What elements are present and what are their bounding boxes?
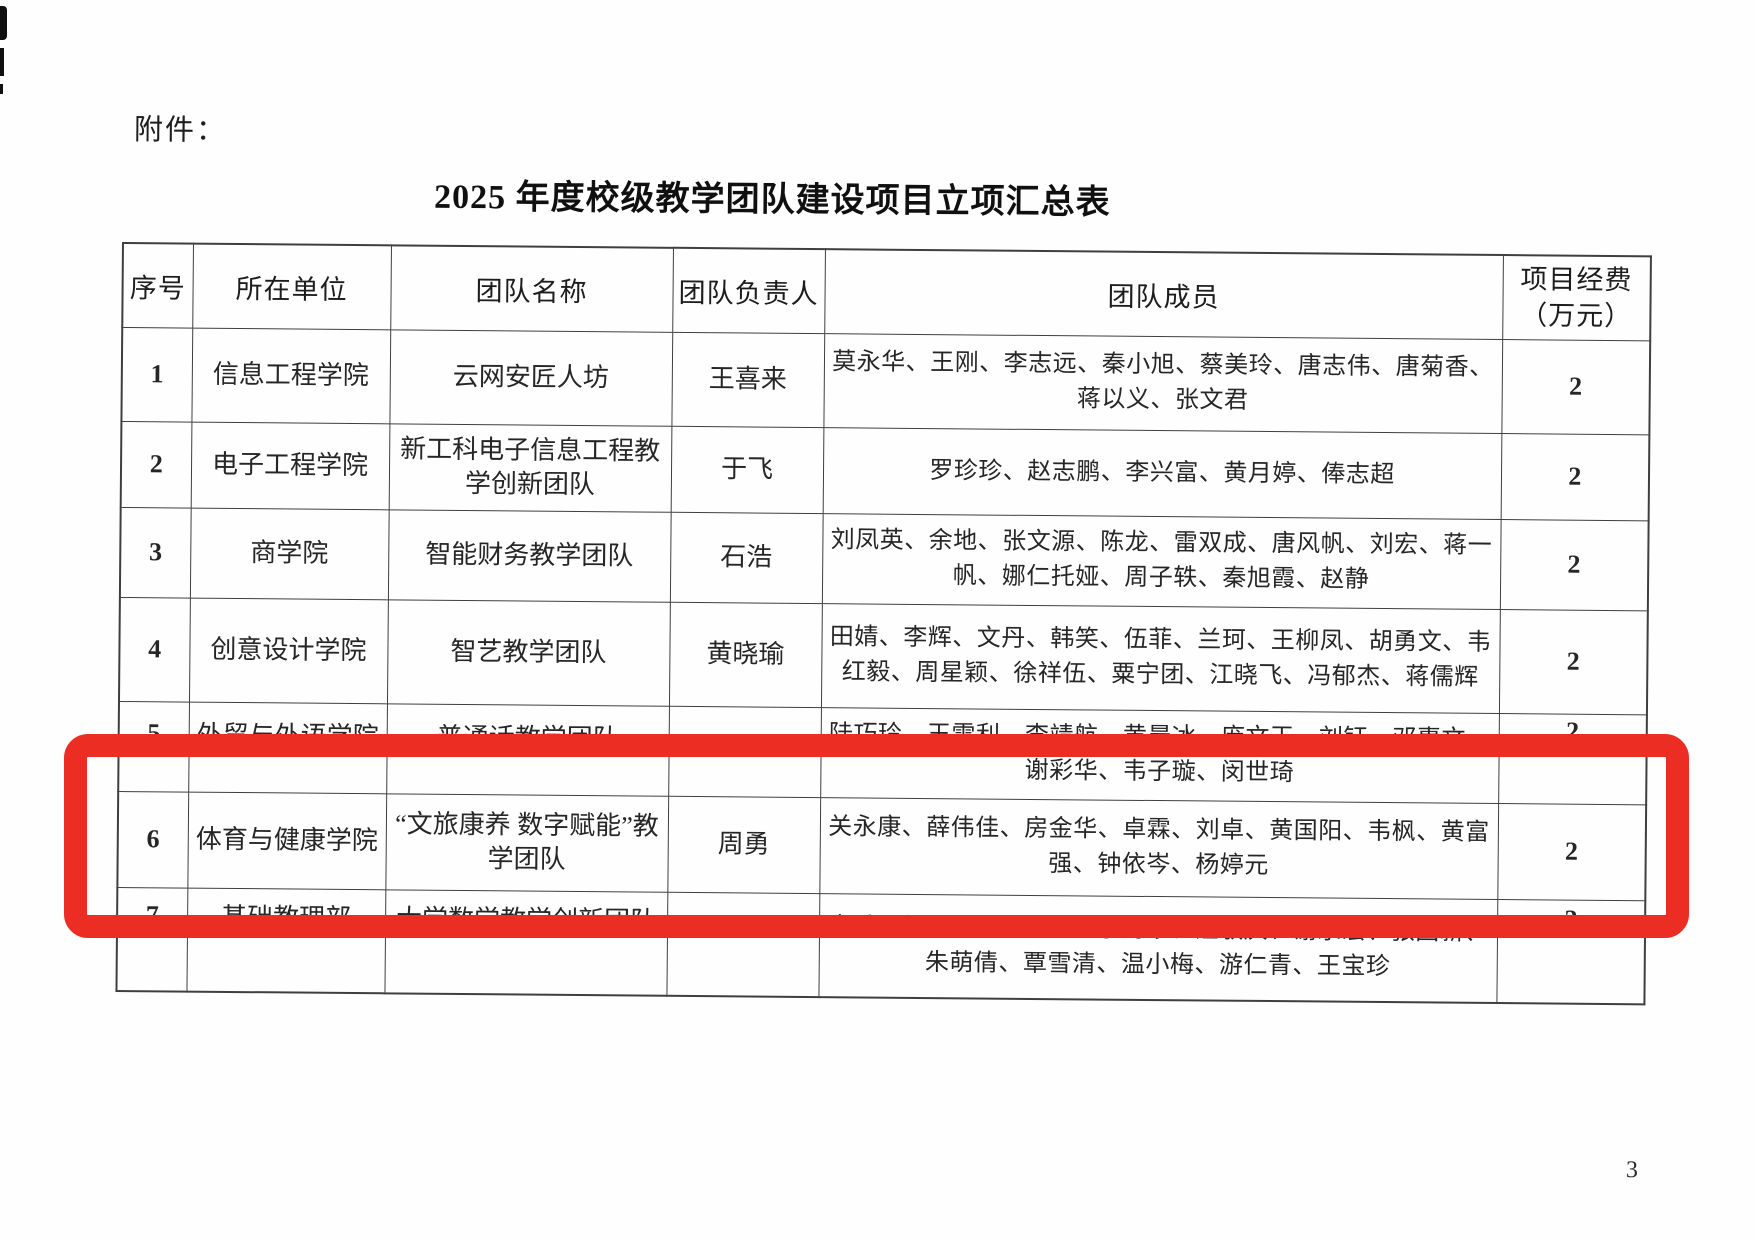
row3-team: 智能财务教学团队 — [425, 539, 634, 571]
row3-members: 刘凤英、余地、张文源、陈龙、雷双成、唐风帆、刘宏、蒋一帆、娜仁托娅、周子轶、秦旭… — [830, 527, 1493, 593]
row5-leader — [669, 751, 820, 752]
row1-team: 云网安匠人坊 — [452, 361, 609, 393]
table-row: 1 信息工程学院 云网安匠人坊 王喜来 莫永华、王刚、李志远、秦小旭、蔡美玲、唐… — [121, 327, 1651, 435]
header-funding: 项目经费 （万元） — [1502, 255, 1651, 341]
row5-members: 陆巧玲、王雪利、李靖航、黄晨冰、庞文玉、刘钰、邓惠文、谢彩华、韦子璇、闵世琦 — [828, 721, 1491, 787]
row5-team: 普通话教学团队 — [436, 722, 619, 753]
header-team: 团队名称 — [390, 245, 673, 332]
table-row: 2 电子工程学院 新工科电子信息工程教学创新团队 于飞 罗珍珍、赵志鹏、李兴富、… — [120, 421, 1650, 521]
document-title: 2025 年度校级教学团队建设项目立项汇总表 — [433, 178, 1111, 222]
row6-team: “文旅康养 数字赋能”教学团队 — [395, 809, 659, 874]
table-row: 7 基础教理部 大学数学教学创新团队 廖秀、刘映伶、舒棠江、李海珍、汪敏庆、谢永… — [116, 886, 1646, 1005]
row3-unit: 商学院 — [250, 538, 329, 568]
attachment-label: 附件： — [133, 114, 228, 147]
table-row: 4 创意设计学院 智艺教学团队 黄晓瑜 田婧、李辉、文丹、韩笑、伍菲、兰珂、王柳… — [118, 596, 1648, 715]
row7-leader — [667, 944, 818, 945]
header-unit: 所在单位 — [192, 243, 391, 330]
page-number: 3 — [1625, 1157, 1639, 1184]
row7-team: 大学数学教学创新团队 — [395, 903, 657, 936]
table-row: 5 外贸与外语学院 普通话教学团队 陆巧玲、王雪利、李靖航、黄晨冰、庞文玉、刘钰… — [118, 700, 1647, 805]
header-index: 序号 — [122, 243, 193, 328]
row1-index: 1 — [150, 359, 164, 389]
header-funding-line2: （万元） — [1520, 300, 1633, 332]
scan-artifact — [0, 48, 4, 76]
row6-index: 6 — [146, 824, 160, 854]
row1-unit: 信息工程学院 — [212, 359, 369, 391]
row2-leader: 于飞 — [720, 454, 774, 484]
row7-unit: 基础教理部 — [220, 902, 352, 933]
row7-index: 7 — [145, 899, 160, 929]
header-members: 团队成员 — [824, 249, 1503, 340]
row5-funding: 2 — [1565, 716, 1580, 746]
row5-unit: 外贸与外语学院 — [196, 720, 379, 751]
row4-unit: 创意设计学院 — [210, 634, 367, 666]
row2-funding: 2 — [1568, 461, 1582, 491]
summary-table: 序号 所在单位 团队名称 团队负责人 团队成员 项目经费 （万元） 1 信息工程… — [115, 242, 1652, 1006]
row4-leader: 黄晓瑜 — [706, 639, 785, 669]
scan-artifact — [0, 84, 3, 94]
table-header-row: 序号 所在单位 团队名称 团队负责人 团队成员 项目经费 （万元） — [122, 243, 1651, 341]
row4-index: 4 — [148, 634, 162, 664]
row2-members: 罗珍珍、赵志鹏、李兴富、黄月婷、俸志超 — [929, 457, 1395, 488]
row6-unit: 体育与健康学院 — [195, 824, 378, 856]
row6-leader: 周勇 — [717, 829, 770, 859]
table-row-highlighted: 6 体育与健康学院 “文旅康养 数字赋能”教学团队 周勇 关永康、薛伟佳、房金华… — [117, 790, 1647, 901]
row2-team: 新工科电子信息工程教学创新团队 — [400, 434, 661, 500]
header-funding-line1: 项目经费 — [1520, 264, 1633, 296]
header-leader: 团队负责人 — [672, 247, 825, 334]
row1-leader: 王喜来 — [708, 364, 787, 394]
row7-members: 廖秀、刘映伶、舒棠江、李海珍、汪敏庆、谢永宏、张国新、朱萌倩、覃雪清、温小梅、游… — [827, 913, 1489, 980]
row4-members: 田婧、李辉、文丹、韩笑、伍菲、兰珂、王柳凤、胡勇文、韦红毅、周星颖、徐祥伍、粟宁… — [829, 624, 1492, 691]
row6-funding: 2 — [1564, 836, 1579, 866]
row7-funding: 2 — [1564, 904, 1578, 934]
row3-leader: 石浩 — [720, 542, 773, 572]
table-row: 3 商学院 智能财务教学团队 石浩 刘凤英、余地、张文源、陈龙、雷双成、唐风帆、… — [119, 506, 1649, 611]
row5-index: 5 — [147, 717, 161, 747]
row3-index: 3 — [148, 537, 163, 567]
row3-funding: 2 — [1567, 549, 1581, 579]
scan-artifact — [0, 6, 7, 40]
row4-funding: 2 — [1566, 646, 1580, 676]
row1-funding: 2 — [1568, 371, 1583, 401]
row6-members: 关永康、薛伟佳、房金华、卓霖、刘卓、黄国阳、韦枫、黄富强、钟依岑、杨婷元 — [828, 814, 1490, 880]
row2-unit: 电子工程学院 — [211, 449, 369, 481]
row4-team: 智艺教学团队 — [450, 636, 607, 668]
row2-index: 2 — [149, 449, 163, 479]
row1-members: 莫永华、王刚、李志远、秦小旭、蔡美玲、唐志伟、唐菊香、蒋以义、张文君 — [832, 349, 1494, 414]
